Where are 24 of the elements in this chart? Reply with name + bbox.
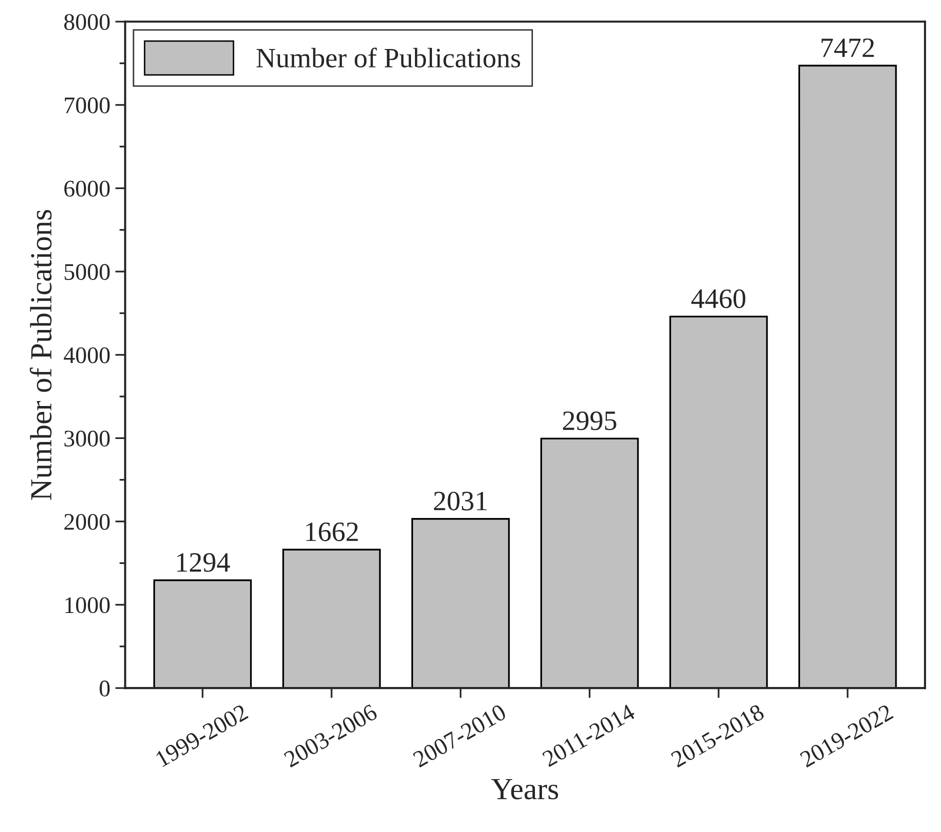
data-label: 2031 [434, 492, 487, 510]
bar [411, 518, 510, 688]
bar [798, 64, 897, 688]
data-label: 2995 [563, 411, 616, 430]
legend-label: Number of Publications [256, 48, 520, 68]
y-tick-label: 0 [100, 680, 110, 696]
y-tick-label: 4000 [64, 347, 110, 364]
data-label: 1294 [177, 553, 230, 572]
y-tick-label: 2000 [64, 514, 110, 530]
data-label: 7472 [822, 38, 874, 57]
bar [540, 438, 639, 688]
y-tick-label: 6000 [64, 180, 110, 197]
y-tick-label: 5000 [64, 264, 110, 280]
y-tick-label: 7000 [64, 97, 110, 114]
y-axis-title: Number of Publications [30, 210, 52, 500]
y-tick-label: 1000 [65, 597, 110, 614]
data-label: 1662 [306, 522, 358, 542]
y-tick-label: 8000 [64, 14, 110, 30]
bar [669, 316, 768, 688]
y-tick-label: 3000 [64, 430, 110, 447]
x-axis-title: Years [491, 779, 558, 800]
bar [153, 579, 252, 688]
data-label: 4460 [691, 289, 746, 308]
bar [282, 548, 381, 688]
